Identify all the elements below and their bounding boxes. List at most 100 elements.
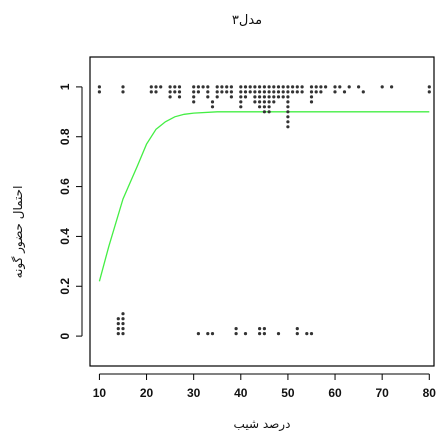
data-point [121, 317, 124, 320]
data-point [324, 85, 327, 88]
data-point [211, 105, 214, 108]
data-point [258, 105, 261, 108]
data-point [249, 85, 252, 88]
data-point [286, 120, 289, 123]
data-point [211, 332, 214, 335]
data-point [178, 90, 181, 93]
data-point [253, 90, 256, 93]
data-point [230, 90, 233, 93]
data-point [216, 85, 219, 88]
data-point [121, 85, 124, 88]
data-point [268, 100, 271, 103]
data-point [117, 322, 120, 325]
data-point [117, 317, 120, 320]
chart-title: مدل۳ [232, 13, 262, 28]
data-point [268, 90, 271, 93]
data-point [244, 85, 247, 88]
data-point [286, 125, 289, 128]
data-point [253, 100, 256, 103]
x-tick-label: 80 [423, 386, 437, 400]
data-point [286, 115, 289, 118]
data-point [117, 327, 120, 330]
x-tick-label: 30 [187, 386, 201, 400]
data-point [178, 85, 181, 88]
data-point [338, 85, 341, 88]
data-point [390, 85, 393, 88]
data-point [277, 90, 280, 93]
plot-frame [90, 57, 434, 366]
data-point [230, 95, 233, 98]
data-point [117, 332, 120, 335]
data-point [211, 100, 214, 103]
data-point [263, 100, 266, 103]
data-point [296, 327, 299, 330]
y-tick-label: 0 [58, 332, 72, 339]
data-point [206, 332, 209, 335]
x-axis: 10 20 30 40 50 60 70 80 [93, 374, 437, 400]
data-point [197, 90, 200, 93]
data-point [225, 90, 228, 93]
data-point [239, 95, 242, 98]
data-point [173, 85, 176, 88]
data-point [333, 90, 336, 93]
data-point [272, 100, 275, 103]
data-point [282, 85, 285, 88]
data-point [286, 100, 289, 103]
data-point [230, 85, 233, 88]
data-point [277, 332, 280, 335]
data-point [315, 85, 318, 88]
data-point [362, 90, 365, 93]
data-point [253, 95, 256, 98]
data-point [263, 110, 266, 113]
data-point [315, 90, 318, 93]
data-point [258, 85, 261, 88]
x-tick-label: 40 [234, 386, 248, 400]
data-point [286, 90, 289, 93]
data-point [310, 332, 313, 335]
data-point [310, 95, 313, 98]
data-point [291, 85, 294, 88]
data-point [258, 100, 261, 103]
data-point [169, 90, 172, 93]
data-point [98, 90, 101, 93]
data-point [121, 327, 124, 330]
y-tick-label: 0.4 [58, 228, 72, 245]
data-point [310, 85, 313, 88]
data-point [291, 90, 294, 93]
data-point [239, 85, 242, 88]
data-point [263, 327, 266, 330]
data-point [381, 85, 384, 88]
data-point [305, 332, 308, 335]
x-tick-label: 10 [93, 386, 107, 400]
data-point [333, 85, 336, 88]
x-tick-label: 70 [375, 386, 389, 400]
y-tick-label: 0.2 [58, 278, 72, 295]
data-point [268, 110, 271, 113]
data-point [263, 332, 266, 335]
data-point [357, 85, 360, 88]
y-axis-label: احتمال حضور گونه [11, 186, 26, 279]
data-point [272, 90, 275, 93]
data-point [192, 85, 195, 88]
data-point [173, 90, 176, 93]
data-point [272, 85, 275, 88]
data-point [277, 85, 280, 88]
data-point [206, 95, 209, 98]
data-point [296, 332, 299, 335]
data-point [216, 95, 219, 98]
data-point [169, 85, 172, 88]
data-point [154, 90, 157, 93]
data-point [192, 90, 195, 93]
data-point [343, 90, 346, 93]
data-point [192, 100, 195, 103]
x-tick-label: 60 [328, 386, 342, 400]
data-point [244, 95, 247, 98]
data-point [282, 95, 285, 98]
data-point [235, 327, 238, 330]
data-point [121, 332, 124, 335]
x-tick-label: 20 [140, 386, 154, 400]
data-point [263, 90, 266, 93]
data-point [296, 85, 299, 88]
data-point [263, 105, 266, 108]
data-point [239, 100, 242, 103]
